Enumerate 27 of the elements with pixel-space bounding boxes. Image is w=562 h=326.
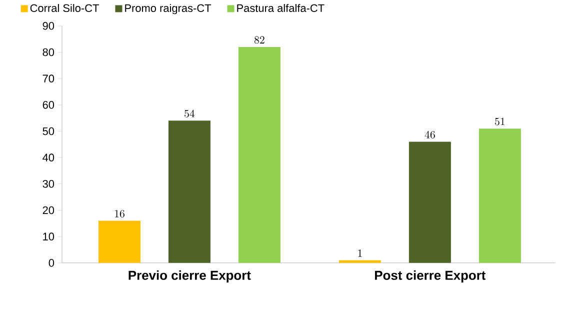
legend-label: Pastura alfalfa-CT — [237, 4, 324, 12]
bar — [168, 120, 210, 263]
x-tick-label: Previo cierre Export — [128, 270, 251, 283]
y-tick-label: 20 — [42, 206, 54, 214]
y-tick-label: 60 — [42, 101, 54, 109]
bar — [478, 128, 521, 263]
bar — [408, 142, 451, 263]
y-tick-label: 50 — [42, 127, 54, 136]
data-label: 1 — [358, 250, 362, 257]
y-tick-label: 10 — [43, 232, 54, 240]
bar — [238, 47, 280, 263]
x-tick-label: Post cierre Export — [375, 270, 486, 283]
y-tick-label: 40 — [42, 154, 54, 162]
data-label: 46 — [424, 130, 435, 139]
data-label: 51 — [495, 118, 505, 126]
data-label: 16 — [114, 210, 124, 218]
bar — [338, 260, 381, 263]
bar — [98, 220, 140, 263]
y-tick-label: 0 — [48, 259, 54, 267]
y-tick-label: 70 — [42, 74, 54, 82]
y-tick-label: 90 — [42, 22, 54, 30]
data-label: 54 — [184, 110, 195, 118]
y-tick-label: 30 — [42, 180, 54, 188]
legend-label: Promo raigras-CT — [125, 4, 212, 14]
y-tick-label: 80 — [42, 48, 54, 56]
legend-label: Corral Silo-CT — [30, 4, 99, 12]
data-label: 82 — [254, 36, 264, 44]
